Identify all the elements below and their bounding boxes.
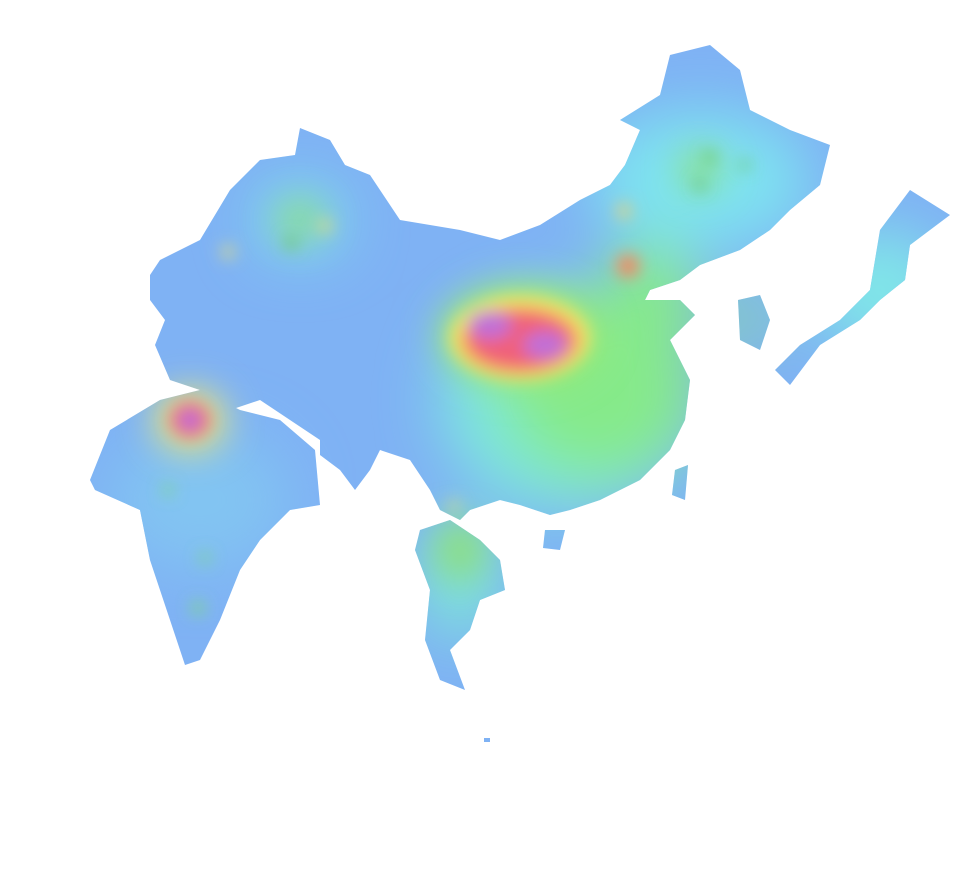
heat-core: [163, 151, 750, 614]
